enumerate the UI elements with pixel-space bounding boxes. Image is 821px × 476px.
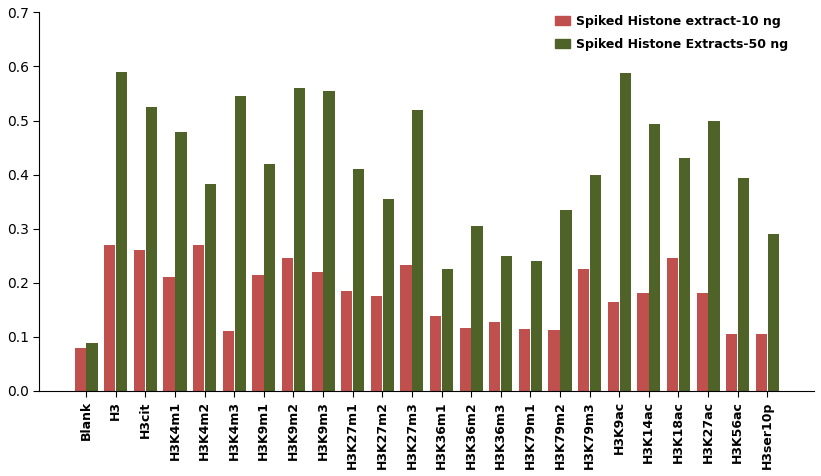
Bar [311,272,323,391]
Bar [679,159,690,391]
Bar [637,294,649,391]
Bar [548,330,560,391]
Bar [371,296,382,391]
Bar [193,245,204,391]
Bar [430,316,441,391]
Bar [768,234,779,391]
Bar [590,175,601,391]
Bar [738,178,750,391]
Bar [649,124,660,391]
Bar [726,334,737,391]
Bar [412,110,424,391]
Bar [104,245,116,391]
Bar [383,199,394,391]
Bar [252,275,264,391]
Bar [282,258,293,391]
Bar [205,184,216,391]
Bar [620,73,631,391]
Bar [578,269,589,391]
Bar [608,302,619,391]
Bar [560,210,571,391]
Bar [442,269,453,391]
Bar [471,226,483,391]
Bar [401,265,411,391]
Bar [341,291,352,391]
Bar [145,107,157,391]
Legend: Spiked Histone extract-10 ng, Spiked Histone Extracts-50 ng: Spiked Histone extract-10 ng, Spiked His… [552,11,792,55]
Bar [353,169,365,391]
Bar [134,250,145,391]
Bar [264,164,275,391]
Bar [116,72,127,391]
Bar [323,91,335,391]
Bar [294,88,305,391]
Bar [175,132,186,391]
Bar [756,334,767,391]
Bar [530,261,542,391]
Bar [163,277,175,391]
Bar [222,331,234,391]
Bar [696,294,708,391]
Bar [86,343,98,391]
Bar [460,328,470,391]
Bar [519,329,530,391]
Bar [667,258,678,391]
Bar [501,256,512,391]
Bar [235,96,245,391]
Bar [709,120,720,391]
Bar [75,347,86,391]
Bar [489,322,501,391]
